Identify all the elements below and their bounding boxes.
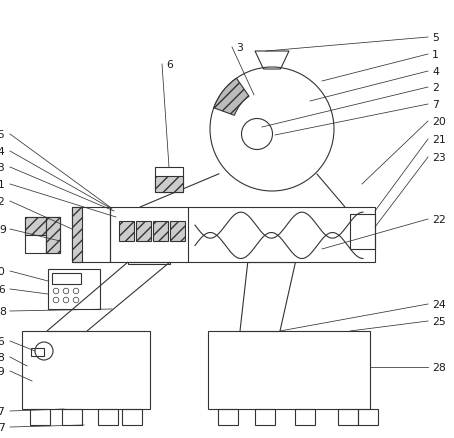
Bar <box>98 409 118 425</box>
Bar <box>295 409 315 425</box>
Bar <box>72 208 82 262</box>
Bar <box>155 168 183 193</box>
Text: 20: 20 <box>432 117 446 127</box>
Bar <box>62 409 82 425</box>
Text: 13: 13 <box>0 162 6 173</box>
Bar <box>52 273 81 285</box>
Bar <box>128 262 170 265</box>
Text: 7: 7 <box>432 100 439 110</box>
Bar <box>255 409 275 425</box>
Bar <box>170 222 185 241</box>
Bar <box>218 409 238 425</box>
Text: 26: 26 <box>0 284 6 294</box>
Bar <box>350 215 375 249</box>
Bar <box>25 218 46 236</box>
Text: 15: 15 <box>0 130 6 140</box>
Text: 19: 19 <box>0 366 6 376</box>
Text: 17: 17 <box>0 406 6 416</box>
Text: 4: 4 <box>432 67 439 77</box>
Text: 14: 14 <box>0 147 6 157</box>
Bar <box>48 269 100 309</box>
Bar <box>119 222 134 241</box>
Bar <box>30 409 50 425</box>
Wedge shape <box>214 79 249 116</box>
Bar <box>110 208 375 262</box>
Text: 6: 6 <box>166 60 173 70</box>
Text: 28: 28 <box>432 362 446 372</box>
Bar <box>31 348 44 356</box>
Text: 16: 16 <box>0 336 6 346</box>
Text: 8: 8 <box>0 306 6 316</box>
Text: 27: 27 <box>0 422 6 432</box>
Bar <box>25 218 46 254</box>
Bar <box>338 409 358 425</box>
Text: 3: 3 <box>236 43 243 53</box>
Text: 18: 18 <box>0 352 6 362</box>
Text: 12: 12 <box>0 197 6 207</box>
Text: 2: 2 <box>432 83 439 93</box>
Text: 22: 22 <box>432 215 446 225</box>
Bar <box>153 222 168 241</box>
Bar <box>72 208 110 262</box>
Bar <box>122 409 142 425</box>
Bar <box>46 218 60 254</box>
Bar <box>358 409 378 425</box>
Text: 9: 9 <box>0 225 6 234</box>
Bar <box>155 177 183 193</box>
Bar <box>208 331 370 409</box>
Bar <box>46 218 60 254</box>
Bar <box>136 222 151 241</box>
Text: 21: 21 <box>432 135 446 145</box>
Text: 10: 10 <box>0 266 6 276</box>
Text: 1: 1 <box>432 50 439 60</box>
Bar <box>22 331 150 409</box>
Text: 11: 11 <box>0 180 6 190</box>
Text: 25: 25 <box>432 316 446 326</box>
Text: 24: 24 <box>432 299 446 309</box>
Text: 5: 5 <box>432 33 439 43</box>
Text: 23: 23 <box>432 153 446 162</box>
